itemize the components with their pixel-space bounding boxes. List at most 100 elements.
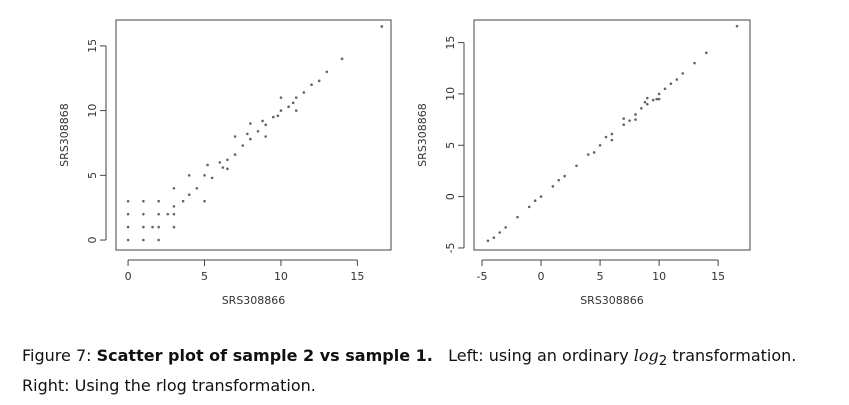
point [604, 135, 608, 139]
x-tick-label: 15 [711, 270, 725, 283]
point [380, 25, 384, 28]
point [539, 195, 543, 198]
point [203, 199, 206, 203]
point [533, 199, 537, 203]
point [172, 212, 176, 216]
point [705, 51, 708, 55]
caption-math: log [633, 346, 659, 365]
point [610, 138, 614, 142]
point [681, 72, 685, 75]
x-tick-label: 15 [350, 270, 364, 283]
point [279, 109, 283, 112]
y-tick-label: 0 [444, 193, 457, 200]
x-tick-label: 10 [652, 270, 666, 283]
point [340, 57, 344, 61]
point [181, 199, 185, 203]
point [486, 239, 490, 243]
point [575, 164, 578, 168]
point [516, 215, 519, 219]
point [675, 78, 679, 81]
point [271, 115, 275, 119]
point [492, 236, 496, 239]
point [302, 91, 306, 94]
point [157, 199, 160, 203]
point [294, 96, 298, 99]
y-tick-label: 15 [86, 39, 99, 53]
y-tick-label: 15 [444, 36, 457, 50]
y-tick-label: 0 [86, 237, 99, 244]
y-tick-label: -5 [444, 242, 457, 253]
point [287, 105, 290, 109]
point [233, 135, 237, 138]
point [645, 96, 649, 100]
point [157, 225, 160, 229]
point [651, 98, 655, 102]
point [241, 144, 245, 147]
point [325, 70, 329, 74]
point [527, 205, 531, 209]
point [142, 212, 145, 216]
point [279, 96, 283, 99]
point [126, 212, 130, 216]
point [126, 238, 130, 242]
point [187, 193, 191, 197]
plot-frame [115, 19, 392, 251]
y-tick-label: 5 [86, 172, 99, 179]
point [291, 101, 295, 105]
point [643, 100, 647, 104]
point [294, 109, 298, 112]
point [166, 212, 170, 216]
point [586, 153, 590, 156]
point [246, 132, 249, 136]
x-tick-label: -5 [477, 270, 488, 283]
point [256, 130, 260, 133]
point [598, 143, 602, 147]
plot-frame [473, 19, 751, 251]
point [126, 199, 130, 203]
point [657, 92, 661, 96]
y-axis-label: SRS308868 [58, 103, 71, 167]
point [592, 151, 596, 154]
point [249, 122, 252, 125]
caption: Figure 7: Scatter plot of sample 2 vs sa… [22, 344, 796, 398]
point [655, 97, 659, 101]
point [157, 238, 160, 242]
point [233, 153, 237, 156]
point [206, 163, 209, 167]
point [226, 167, 229, 171]
y-tick-label: 5 [444, 142, 457, 149]
point [622, 123, 625, 127]
point [142, 199, 145, 203]
point [221, 166, 225, 169]
point [498, 231, 502, 234]
caption-bold: Scatter plot of sample 2 vs sample 1. [96, 346, 433, 365]
y-tick-label: 10 [444, 87, 457, 101]
point [557, 178, 561, 182]
point [261, 119, 264, 123]
point [634, 118, 637, 121]
point [310, 83, 313, 87]
point [657, 97, 661, 101]
point [735, 24, 739, 28]
point [172, 225, 176, 229]
x-tick-label: 0 [125, 270, 132, 283]
point [693, 61, 696, 65]
point [276, 114, 280, 118]
y-tick-label: 10 [86, 104, 99, 118]
point [172, 205, 176, 208]
point [172, 186, 176, 190]
point [210, 176, 214, 180]
caption-label: Figure 7: [22, 346, 92, 365]
point [622, 117, 625, 120]
point [142, 225, 145, 229]
x-tick-label: 5 [597, 270, 604, 283]
point [628, 119, 631, 122]
figure: 0 5 10 15 0 5 10 15 SRS308866 SRS308868 -5 0 5 10 15 -5… [58, 19, 751, 307]
point [195, 186, 199, 190]
point [317, 79, 321, 83]
x-axis-label: SRS308866 [580, 294, 644, 307]
point [610, 132, 614, 136]
point [249, 137, 252, 141]
point [504, 226, 507, 229]
